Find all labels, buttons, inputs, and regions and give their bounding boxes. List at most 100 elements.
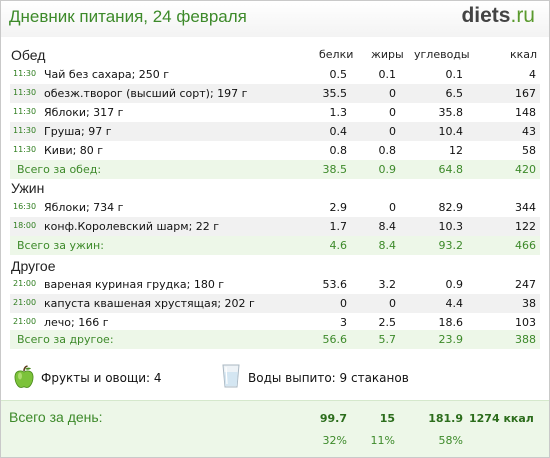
item-kcal: 122: [515, 220, 536, 233]
item-carbs: 82.9: [438, 201, 464, 214]
item-carbs: 4.4: [445, 297, 464, 310]
item-protein: 53.6: [322, 278, 348, 291]
table-row[interactable]: 11:30 Киви; 80 г 0.8 0.8 12 58: [10, 141, 540, 160]
total-kcal: 420: [515, 163, 536, 176]
section-title-dinner: Ужин: [11, 180, 45, 196]
section-total-row: Всего за другое: 56.6 5.7 23.9 388: [10, 330, 540, 349]
item-fat: 2.5: [378, 316, 397, 329]
item-fat: 0: [389, 201, 396, 214]
total-protein: 4.6: [329, 239, 348, 252]
item-name: капуста квашеная хрустящая; 202 г: [44, 297, 255, 310]
item-protein: 0.4: [329, 125, 348, 138]
table-row[interactable]: 16:30 Яблоки; 734 г 2.9 0 82.9 344: [10, 198, 540, 217]
day-total-kcal: 1274 ккал: [469, 412, 534, 425]
item-time: 11:30: [13, 69, 37, 78]
item-fat: 0: [389, 106, 396, 119]
item-carbs: 0.9: [445, 278, 464, 291]
brand-tld: .ru: [510, 4, 535, 27]
total-fat: 8.4: [378, 239, 397, 252]
section-title-other: Другое: [11, 258, 56, 274]
item-carbs: 18.6: [438, 316, 464, 329]
section-title-lunch: Обед: [11, 47, 46, 63]
table-row[interactable]: 21:00 капуста квашеная хрустящая; 202 г …: [10, 294, 540, 313]
day-total-panel: Всего за день: 99.7 15 181.9 1274 ккал 3…: [1, 400, 549, 457]
item-time: 21:00: [13, 279, 37, 288]
total-carbs: 93.2: [438, 239, 464, 252]
total-carbs: 64.8: [438, 163, 464, 176]
column-fat: жиры: [371, 48, 404, 61]
day-total-fat: 15: [379, 412, 395, 425]
total-protein: 56.6: [322, 333, 348, 346]
water-count: Воды выпито: 9 стаканов: [248, 371, 409, 385]
item-time: 11:30: [13, 107, 37, 116]
item-protein: 35.5: [322, 87, 348, 100]
table-row[interactable]: 11:30 Груша; 97 г 0.4 0 10.4 43: [10, 122, 540, 141]
total-carbs: 23.9: [438, 333, 464, 346]
fruits-veg-count: Фрукты и овощи: 4: [41, 371, 162, 385]
item-name: Яблоки; 317 г: [44, 106, 124, 119]
total-fat: 0.9: [378, 163, 397, 176]
extras-bar: Фрукты и овощи: 4 Воды выпито: 9 стакано…: [1, 363, 549, 393]
column-carbs: углеводы: [414, 48, 470, 61]
item-time: 11:30: [13, 126, 37, 135]
item-kcal: 103: [515, 316, 536, 329]
item-fat: 8.4: [378, 220, 397, 233]
day-total-carbs: 181.9: [428, 412, 463, 425]
item-kcal: 4: [529, 68, 536, 81]
item-protein: 0.8: [329, 144, 348, 157]
total-protein: 38.5: [322, 163, 348, 176]
total-label: Всего за ужин:: [17, 239, 104, 252]
item-kcal: 247: [515, 278, 536, 291]
item-kcal: 148: [515, 106, 536, 119]
day-protein-percent: 32%: [322, 434, 347, 447]
item-carbs: 10.4: [438, 125, 464, 138]
item-kcal: 38: [522, 297, 536, 310]
item-kcal: 344: [515, 201, 536, 214]
water-glass-icon: [222, 364, 240, 388]
item-protein: 2.9: [329, 201, 348, 214]
item-time: 16:30: [13, 202, 37, 211]
item-carbs: 35.8: [438, 106, 464, 119]
total-kcal: 466: [515, 239, 536, 252]
item-fat: 0: [389, 297, 396, 310]
table-row[interactable]: 21:00 лечо; 166 г 3 2.5 18.6 103: [10, 313, 540, 332]
column-protein: белки: [319, 48, 354, 61]
item-name: лечо; 166 г: [44, 316, 109, 329]
day-total-label: Всего за день:: [9, 409, 103, 425]
item-time: 18:00: [13, 221, 37, 230]
table-row[interactable]: 21:00 вареная куриная грудка; 180 г 53.6…: [10, 275, 540, 294]
item-kcal: 43: [522, 125, 536, 138]
item-fat: 0.8: [378, 144, 397, 157]
table-row[interactable]: 11:30 обезж.творог (высший сорт); 197 г …: [10, 84, 540, 103]
table-row[interactable]: 11:30 Яблоки; 317 г 1.3 0 35.8 148: [10, 103, 540, 122]
item-carbs: 6.5: [445, 87, 464, 100]
section-total-row: Всего за обед: 38.5 0.9 64.8 420: [10, 160, 540, 179]
day-fat-percent: 11%: [370, 434, 395, 447]
item-name: Груша; 97 г: [44, 125, 112, 138]
item-fat: 0: [389, 125, 396, 138]
section-total-row: Всего за ужин: 4.6 8.4 93.2 466: [10, 236, 540, 255]
item-protein: 1.7: [329, 220, 348, 233]
header: Дневник питания, 24 февраля diets.ru: [1, 1, 549, 37]
item-time: 11:30: [13, 88, 37, 97]
column-kcal: ккал: [510, 48, 538, 61]
item-kcal: 58: [522, 144, 536, 157]
table-row[interactable]: 11:30 Чай без сахара; 250 г 0.5 0.1 0.1 …: [10, 65, 540, 84]
item-name: Яблоки; 734 г: [44, 201, 124, 214]
item-fat: 0: [389, 87, 396, 100]
day-carbs-percent: 58%: [438, 434, 463, 447]
item-fat: 0.1: [378, 68, 397, 81]
brand-logo[interactable]: diets.ru: [461, 4, 535, 28]
item-kcal: 167: [515, 87, 536, 100]
total-kcal: 388: [515, 333, 536, 346]
item-time: 21:00: [13, 298, 37, 307]
table-row[interactable]: 18:00 конф.Королевский шарм; 22 г 1.7 8.…: [10, 217, 540, 236]
total-label: Всего за обед:: [17, 163, 102, 176]
item-time: 11:30: [13, 145, 37, 154]
item-name: вареная куриная грудка; 180 г: [44, 278, 225, 291]
item-protein: 1.3: [329, 106, 348, 119]
item-carbs: 10.3: [438, 220, 464, 233]
item-fat: 3.2: [378, 278, 397, 291]
item-protein: 0: [340, 297, 347, 310]
